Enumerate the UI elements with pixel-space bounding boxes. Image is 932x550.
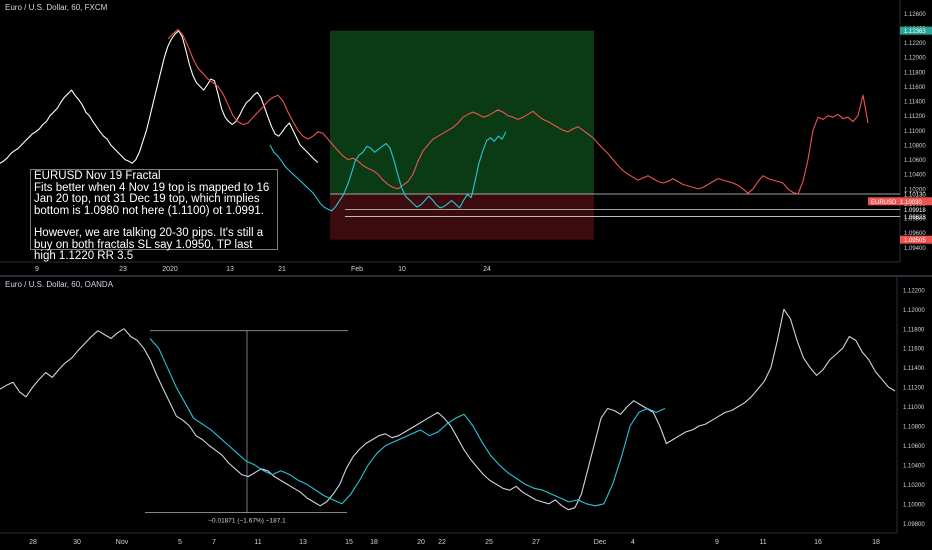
last-price-tag: [868, 197, 932, 206]
price-tick-label: 1.12000: [904, 56, 926, 62]
pane-divider[interactable]: [0, 275, 932, 277]
price-tick-label: 1.11800: [904, 70, 926, 76]
series-cyan: [149, 338, 666, 507]
annotation-body-2: However, we are talking 20-30 pips. It's…: [34, 227, 264, 262]
price-tick-label: 1.11400: [904, 100, 926, 106]
price-tick-label: 1.12000: [903, 308, 925, 314]
price-tick-label: 1.12200: [904, 41, 926, 47]
time-tick-label: Dec: [594, 539, 607, 546]
price-tick-label: 1.11200: [903, 386, 925, 392]
stop-zone: [330, 193, 594, 240]
price-tick-label: 1.10800: [903, 425, 925, 431]
time-tick-label: 9: [35, 266, 39, 273]
price-tag-label: 1.09505: [904, 238, 926, 244]
price-tick-label: 1.10600: [903, 444, 925, 450]
time-tick-label: 13: [299, 539, 307, 546]
time-tick-label: Feb: [351, 266, 363, 273]
annotation-title: EURUSD Nov 19 Fractal: [34, 170, 161, 182]
target-zone: [330, 30, 594, 194]
bottom-chart-canvas[interactable]: 1.12200 1.12000 1.11800 1.11600 1.11400 1.112…: [0, 277, 932, 550]
top-chart-canvas[interactable]: 1.126001.124001.122001.120001.118001.116…: [0, 0, 932, 275]
price-tick-label: 1.11400: [903, 366, 925, 372]
time-tick-label: 18: [872, 539, 880, 546]
time-tick-label: 5: [178, 539, 182, 546]
time-tick-label: 18: [370, 539, 378, 546]
series-cyan: [269, 131, 507, 212]
time-tick-label: 10: [398, 266, 406, 273]
time-tick-label: 28: [29, 539, 37, 546]
top-chart-pane[interactable]: 1.126001.124001.122001.120001.118001.116…: [0, 0, 932, 275]
price-tag-label: 1.09918: [904, 208, 926, 214]
time-tick-label: 24: [483, 266, 491, 273]
price-tag: [900, 235, 932, 244]
measure-label: −0.01871 (−1.67%) −187.1: [208, 518, 286, 525]
price-tag: [900, 26, 932, 35]
time-tick-label: 2020: [162, 266, 178, 273]
price-tag-label: 1.12363: [904, 29, 926, 35]
price-tick-label: 1.09800: [904, 217, 926, 223]
time-tick-label: 20: [417, 539, 425, 546]
price-tick-label: 1.10400: [903, 463, 925, 469]
series-red: [167, 28, 869, 195]
time-tick-label: 16: [814, 539, 822, 546]
price-tick-label: 1.09600: [904, 231, 926, 237]
time-tick-label: 13: [226, 266, 234, 273]
idea-annotation[interactable]: EURUSD Nov 19 Fractal Fits better when 4…: [30, 169, 278, 262]
time-tick-label: 11: [254, 539, 261, 546]
price-tick-label: 1.11000: [904, 129, 926, 135]
last-price-label: 1.10030: [900, 200, 922, 206]
annotation-body: Fits better when 4 Nov 19 top is mapped …: [34, 181, 270, 217]
price-axis: [900, 0, 932, 275]
price-tick-label: 1.10800: [904, 143, 926, 149]
price-tick-label: 1.11600: [904, 85, 926, 91]
time-tick-label: 9: [715, 539, 719, 546]
time-tick-label: 4: [631, 539, 635, 546]
time-tick-label: Nov: [116, 539, 129, 546]
price-tick-label: 1.11000: [903, 405, 925, 411]
price-tick-label: 1.10200: [904, 187, 926, 193]
time-tick-label: 7: [212, 539, 216, 546]
series-white: [0, 308, 896, 511]
price-tick-label: 1.12200: [903, 288, 925, 294]
time-tick-label: 21: [278, 266, 286, 273]
symbol-label: EURUSD: [871, 200, 897, 206]
time-tick-label: 27: [532, 539, 540, 546]
price-tick-label: 1.10400: [904, 173, 926, 179]
price-tag-label: 1.09823: [904, 215, 926, 221]
price-tick-label: 1.10600: [904, 158, 926, 164]
time-tick-label: 25: [485, 539, 493, 546]
price-tick-label: 1.10000: [903, 502, 925, 508]
bottom-chart-title: Euro / U.S. Dollar, 60, OANDA: [5, 280, 114, 289]
price-tick-label: 1.12600: [904, 12, 926, 18]
bottom-chart-pane[interactable]: 1.12200 1.12000 1.11800 1.11600 1.11400 1.112…: [0, 277, 932, 550]
time-tick-label: 15: [345, 539, 353, 546]
price-tick-label: 1.11600: [903, 347, 925, 353]
price-tick-label: 1.11200: [904, 114, 926, 120]
price-tick-label: 1.10200: [903, 483, 925, 489]
series-white: [0, 30, 319, 164]
time-tick-label: 11: [759, 539, 766, 546]
price-tick-label: 1.11800: [903, 327, 925, 333]
top-chart-title: Euro / U.S. Dollar, 60, FXCM: [5, 3, 108, 12]
time-tick-label: 23: [119, 266, 127, 273]
price-tick-label: 1.09400: [904, 246, 926, 252]
price-tag-label: 1.10130: [904, 192, 926, 198]
time-tick-label: 30: [73, 539, 81, 546]
time-tick-label: 22: [438, 539, 446, 546]
price-tick-label: 1.09800: [903, 522, 925, 528]
